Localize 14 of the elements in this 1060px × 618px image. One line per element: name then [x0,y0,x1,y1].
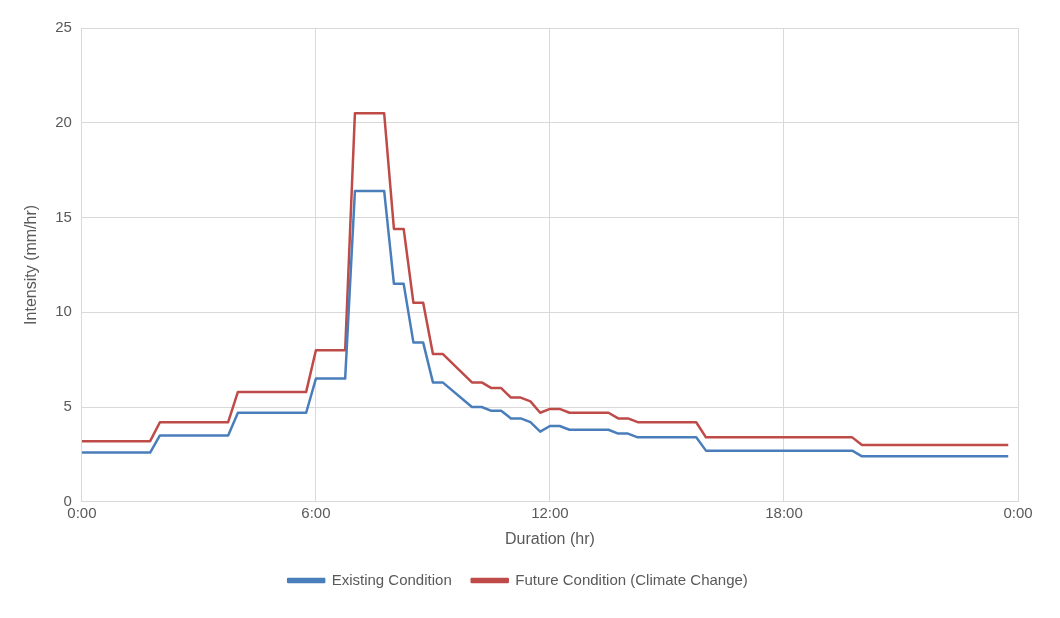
y-tick-label: 20 [55,112,72,130]
x-tick-label: 18:00 [765,503,803,521]
x-tick-label: 12:00 [531,503,569,521]
legend-label: Future Condition (Climate Change) [515,570,748,588]
y-axis-title: Intensity (mm/hr) [22,204,40,325]
y-tick-label: 0 [63,491,72,509]
y-tick-label: 15 [55,207,72,225]
x-tick-label: 0:00 [1003,503,1033,521]
y-tick-label: 25 [55,18,72,36]
x-tick-label: 6:00 [301,503,331,521]
x-axis-title: Duration (hr) [505,529,595,547]
y-tick-label: 5 [63,397,72,415]
y-tick-label: 10 [55,302,72,320]
legend-label: Existing Condition [331,570,452,588]
